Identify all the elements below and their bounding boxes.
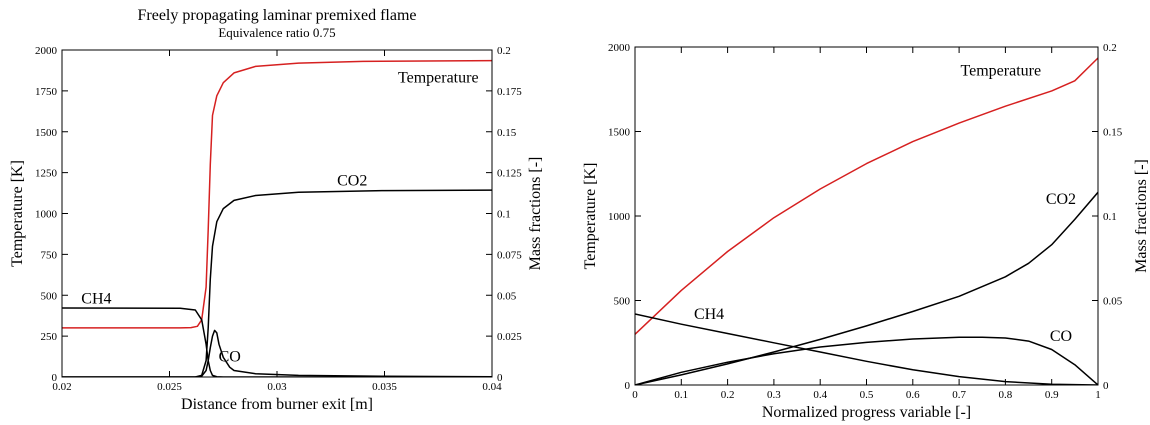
y-tick-label: 1750 [35, 86, 58, 98]
x-tick-label: 0.03 [267, 381, 287, 393]
annotation-ch4: CH4 [694, 306, 724, 323]
y-tick-label: 1500 [608, 127, 631, 139]
x-tick-label: 0.025 [157, 381, 182, 393]
x-axis-label: Distance from burner exit [m] [181, 396, 373, 413]
x-tick-label: 0 [632, 389, 638, 401]
y-tick-label: 0 [625, 380, 631, 392]
x-tick-label: 0.5 [860, 389, 874, 401]
annotation-co: CO [1050, 328, 1072, 345]
y-axis-label: Temperature [K] [9, 160, 26, 267]
y-tick-label: 1000 [35, 209, 58, 221]
y-tick-label: 0 [52, 372, 58, 384]
y2-tick-label: 0 [1103, 380, 1109, 392]
series-line-ch4 [635, 313, 1098, 385]
annotation-co: CO [219, 348, 241, 365]
series-line-co2 [62, 189, 492, 377]
y2-axis-label: Mass fractions [-] [527, 157, 544, 271]
y2-tick-label: 0.2 [497, 45, 511, 57]
annotation-ch4: CH4 [81, 290, 111, 307]
chart-subtitle: Equivalence ratio 0.75 [218, 25, 335, 40]
x-tick-label: 0.035 [372, 381, 397, 393]
y2-axis-label: Mass fractions [-] [1133, 159, 1150, 273]
y2-tick-label: 0.15 [497, 127, 517, 139]
x-tick-label: 0.9 [1045, 389, 1059, 401]
plot-frame [634, 46, 1099, 386]
y-tick-label: 1500 [35, 127, 58, 139]
annotation-co2: CO2 [1046, 191, 1076, 208]
y2-tick-label: 0.175 [497, 86, 522, 98]
y-tick-label: 1250 [35, 168, 58, 180]
x-tick-label: 0.6 [906, 389, 920, 401]
x-tick-label: 0.1 [674, 389, 688, 401]
y-tick-label: 750 [41, 249, 58, 261]
annotation-co2: CO2 [337, 173, 367, 190]
y-tick-label: 2000 [608, 42, 631, 54]
x-tick-label: 0.8 [999, 389, 1013, 401]
chart-left: Freely propagating laminar premixed flam… [9, 7, 544, 413]
y2-tick-label: 0.075 [497, 249, 522, 261]
y-tick-label: 500 [614, 296, 631, 308]
y2-tick-label: 0.2 [1103, 42, 1117, 54]
series-line-co [635, 336, 1098, 385]
y2-tick-label: 0.05 [497, 290, 517, 302]
series-line-temperature [635, 57, 1098, 335]
y-tick-label: 2000 [35, 45, 58, 57]
x-tick-label: 1 [1095, 389, 1101, 401]
series-line-temperature [62, 59, 492, 329]
annotation-temperature: Temperature [960, 63, 1041, 80]
x-tick-label: 0.4 [813, 389, 827, 401]
x-tick-label: 0.7 [952, 389, 966, 401]
y2-tick-label: 0.025 [497, 331, 522, 343]
y2-tick-label: 0.1 [497, 209, 511, 221]
y2-tick-label: 0.1 [1103, 211, 1117, 223]
y-tick-label: 1000 [608, 211, 631, 223]
y-tick-label: 250 [41, 331, 58, 343]
y2-tick-label: 0.125 [497, 168, 522, 180]
y2-tick-label: 0.05 [1103, 296, 1123, 308]
series-line-ch4 [62, 307, 492, 377]
y-tick-label: 500 [41, 290, 58, 302]
y2-tick-label: 0.15 [1103, 127, 1123, 139]
x-tick-label: 0.2 [721, 389, 735, 401]
chart-title: Freely propagating laminar premixed flam… [137, 7, 416, 24]
x-tick-label: 0.3 [767, 389, 781, 401]
x-axis-label: Normalized progress variable [-] [762, 404, 971, 421]
y2-tick-label: 0 [497, 372, 503, 384]
annotation-temperature: Temperature [398, 70, 479, 87]
x-tick-label: 0.04 [482, 381, 502, 393]
series-line-co2 [635, 191, 1098, 385]
y-axis-label: Temperature [K] [582, 163, 599, 270]
chart-right: 0 0.1 0.2 0.3 0.4 0.5 0.6 0.7 0.8 0.9 105001000150… [582, 42, 1150, 421]
x-tick-label: 0.02 [52, 381, 71, 393]
series-line-co [62, 329, 492, 377]
